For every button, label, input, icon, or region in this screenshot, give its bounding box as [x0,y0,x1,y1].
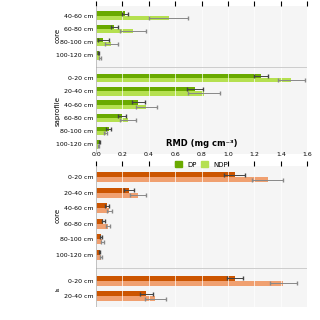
Bar [96,234,101,239]
Bar [96,38,103,42]
Bar [96,131,106,135]
Bar [96,281,284,286]
Bar [96,42,111,46]
Bar [96,292,146,296]
Bar [96,296,156,301]
Bar [96,219,103,224]
Bar [96,255,101,260]
Text: saprofile: saprofile [55,96,61,126]
Bar [96,100,138,105]
Bar [96,29,133,33]
Bar [96,25,115,29]
Bar [96,177,268,182]
Bar [96,239,102,244]
Bar [96,276,235,281]
Text: core: core [55,28,61,43]
Bar [96,87,195,91]
Legend: DP, NDP: DP, NDP [172,159,231,170]
Bar [96,16,169,20]
Bar [96,193,138,198]
Bar [96,144,98,148]
Bar [96,172,235,177]
Bar [96,188,129,193]
Bar [96,250,100,255]
Bar [96,127,108,131]
Text: core: core [55,208,61,223]
Bar [96,51,99,55]
Bar [96,114,123,118]
Bar [96,105,146,109]
Bar [96,203,107,208]
Bar [96,74,261,78]
Bar [96,78,292,82]
Bar [96,140,100,144]
Bar [96,55,100,60]
X-axis label: RMD (mg cm⁻³): RMD (mg cm⁻³) [166,139,237,148]
Bar [96,91,204,95]
Text: ls: ls [55,286,60,291]
Bar [96,118,128,122]
Bar [96,12,125,16]
Bar [96,224,108,228]
Bar [96,208,109,213]
